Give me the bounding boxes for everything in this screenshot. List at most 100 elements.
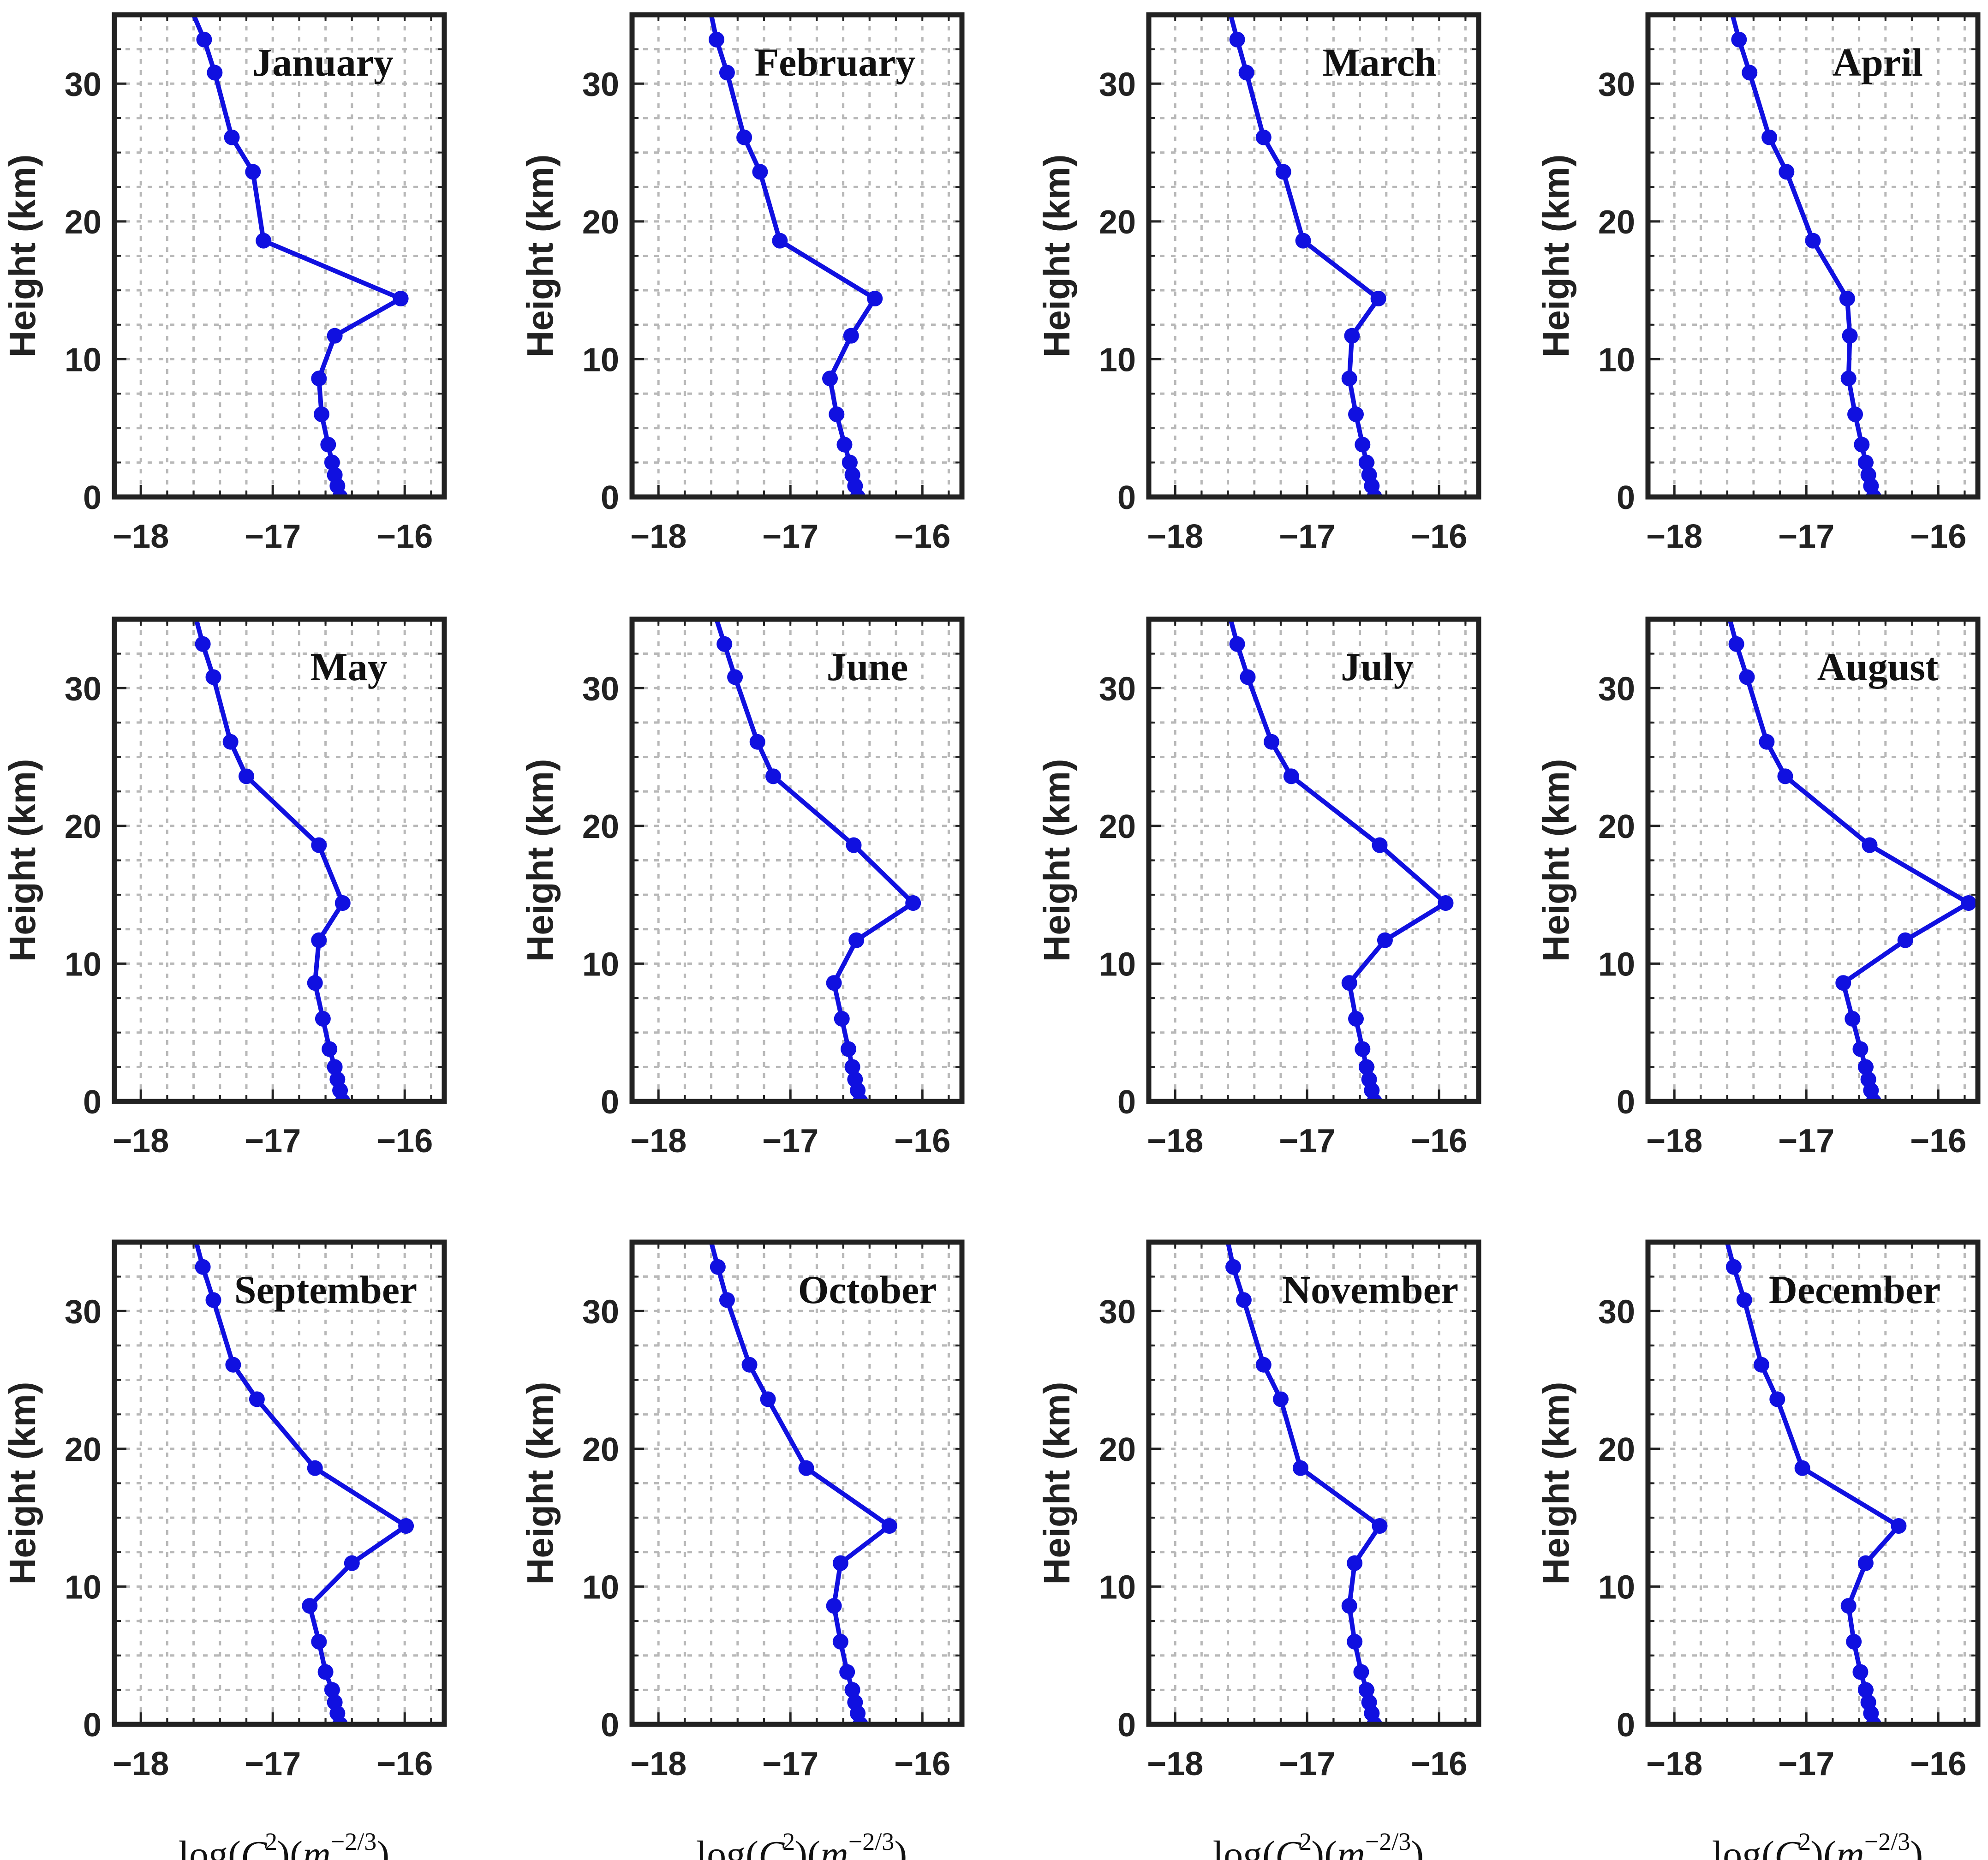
y-tick-label: 10: [65, 946, 101, 983]
data-point: [1358, 1682, 1374, 1698]
data-point: [1777, 768, 1793, 784]
data-point: [765, 768, 782, 784]
y-tick-label: 0: [1117, 1707, 1136, 1744]
data-point: [1347, 1633, 1363, 1650]
data-point: [393, 291, 409, 307]
data-point: [844, 1059, 860, 1075]
data-point: [1847, 406, 1863, 422]
data-point: [1857, 1555, 1874, 1571]
month-title: January: [252, 40, 394, 84]
y-tick-label: 10: [1099, 1569, 1136, 1606]
data-point: [881, 1518, 897, 1534]
data-point: [329, 1071, 346, 1088]
x-tick-label: −18: [1147, 518, 1203, 555]
data-point: [1238, 65, 1254, 81]
data-point: [1372, 837, 1388, 853]
x-tick-label: −18: [1147, 1123, 1203, 1160]
y-tick-label: 30: [582, 670, 619, 707]
plot-frame: [1146, 616, 1481, 1104]
y-tick-label: 20: [1099, 204, 1136, 241]
data-point: [1372, 1518, 1388, 1534]
data-point: [1341, 371, 1357, 387]
data-point: [327, 1059, 343, 1075]
data-point: [1255, 129, 1272, 145]
data-point: [1840, 1598, 1857, 1614]
data-point: [344, 1555, 360, 1571]
data-point: [1344, 328, 1360, 344]
data-point: [317, 1664, 334, 1680]
y-axis-label: Height (km): [2, 759, 43, 962]
grid: [632, 15, 962, 497]
month-title: September: [234, 1268, 417, 1312]
y-axis-label: Height (km): [1036, 155, 1077, 358]
x-tick-label: −16: [1411, 518, 1467, 555]
data-point: [1255, 1357, 1272, 1373]
data-point: [222, 734, 239, 750]
data-point: [848, 932, 865, 948]
y-tick-label: 10: [65, 341, 101, 378]
grid: [1149, 1242, 1479, 1724]
y-tick-label: 30: [65, 66, 101, 103]
data-point: [256, 233, 272, 249]
data-point: [826, 1598, 842, 1614]
x-tick-label: −17: [1279, 518, 1335, 555]
data-point: [1860, 467, 1876, 483]
subplot-april: −18 −17 −16 0 10 20 30 Height (km) April: [1535, 12, 1981, 555]
data-point: [1240, 669, 1256, 685]
subplot-may: −18 −17 −16 0 10 20 30 Height (km) May: [2, 616, 447, 1160]
month-title: December: [1769, 1268, 1940, 1312]
data-point: [826, 975, 842, 991]
data-point: [322, 1041, 338, 1057]
data-point: [844, 467, 860, 483]
data-point: [1275, 164, 1291, 180]
data-point: [719, 1292, 735, 1308]
month-title: February: [755, 40, 916, 84]
data-point: [1857, 455, 1874, 471]
data-point: [836, 437, 853, 453]
x-tick-label: −18: [1147, 1746, 1203, 1782]
x-tick-label: −18: [630, 1123, 687, 1160]
x-tick-label: −17: [245, 518, 301, 555]
grid: [1648, 1242, 1978, 1724]
data-point: [1229, 31, 1245, 48]
x-tick-label: −16: [376, 518, 433, 555]
x-tick-label: −18: [1646, 1123, 1702, 1160]
data-point: [327, 467, 343, 483]
subplot-november: −18 −17 −16 0 10 20 30 Height (km) November log(C…: [1036, 1239, 1481, 1860]
data-point: [843, 328, 859, 344]
y-tick-label: 0: [1617, 1707, 1635, 1744]
data-point: [1292, 1460, 1308, 1476]
data-point: [327, 328, 343, 344]
grid: [632, 1242, 962, 1724]
y-tick-label: 30: [1099, 66, 1136, 103]
data-point: [307, 1460, 323, 1476]
x-tick-label: −16: [894, 518, 950, 555]
grid: [1648, 619, 1978, 1101]
plot-frame: [112, 616, 447, 1104]
month-title: June: [827, 645, 908, 689]
data-point: [302, 1598, 318, 1614]
data-point: [1761, 129, 1778, 145]
data-point: [1348, 1011, 1364, 1027]
data-point: [844, 1682, 860, 1698]
plot-frame: [112, 12, 447, 500]
data-point: [1225, 1259, 1242, 1275]
plot-frame: [112, 1239, 447, 1727]
y-axis-label: Height (km): [519, 759, 561, 962]
y-tick-label: 20: [582, 204, 619, 241]
plot-frame: [629, 12, 965, 500]
data-point: [867, 291, 883, 307]
y-tick-label: 0: [1117, 479, 1136, 516]
subplot-june: −18 −17 −16 0 10 20 30 Height (km) June: [519, 616, 965, 1160]
data-point: [311, 1633, 327, 1650]
data-point: [1857, 1059, 1874, 1075]
y-tick-label: 20: [1099, 1431, 1136, 1468]
y-tick-label: 30: [1099, 1293, 1136, 1330]
data-point: [798, 1460, 814, 1476]
data-point: [224, 129, 240, 145]
data-point: [719, 65, 735, 81]
data-point: [307, 975, 323, 991]
data-point: [829, 406, 845, 422]
data-point: [1845, 1011, 1861, 1027]
